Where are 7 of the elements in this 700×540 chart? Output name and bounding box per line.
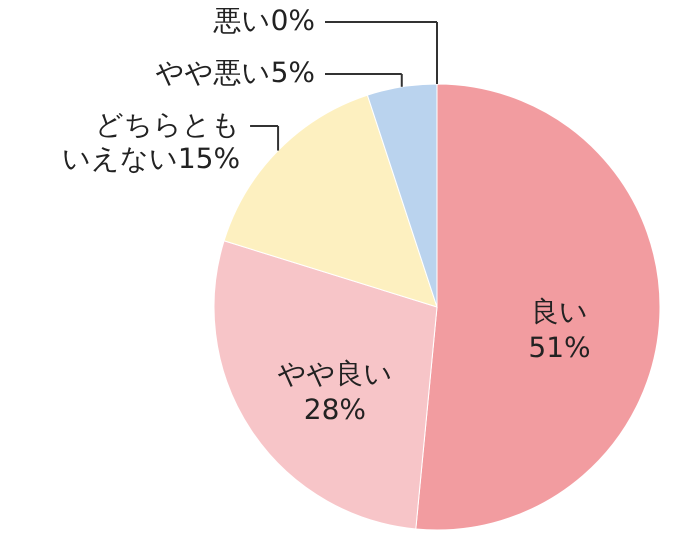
data-label: 51% xyxy=(528,330,591,364)
legend-label: 悪い0% xyxy=(212,4,315,37)
slice-label: やや悪い5% xyxy=(156,56,315,89)
slice-label: 良い xyxy=(531,294,588,328)
slice-label: やや良い xyxy=(277,356,392,390)
slice-label: どちらともいえない15% xyxy=(62,108,240,175)
data-label: 28% xyxy=(304,392,366,426)
